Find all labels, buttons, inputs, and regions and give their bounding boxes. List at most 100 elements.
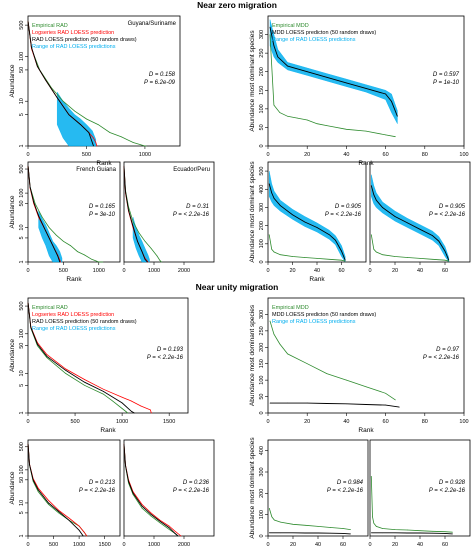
empirical-point — [109, 132, 111, 133]
loess-point — [27, 165, 29, 167]
empirical-point — [269, 320, 271, 322]
loess-point — [452, 533, 453, 535]
loess-point — [346, 403, 347, 405]
empirical-point — [121, 136, 122, 138]
prediction-point — [65, 368, 66, 370]
x-tick-label: 1500 — [163, 419, 175, 425]
empirical-point — [141, 507, 143, 509]
x-tick-label: 0 — [266, 419, 269, 425]
empirical-point — [342, 528, 344, 529]
empirical-point — [98, 261, 100, 263]
stat-d: D = 0.97 — [436, 347, 460, 353]
x-tick-label: 0 — [122, 542, 125, 548]
empirical-point — [74, 110, 76, 112]
prediction-point — [37, 487, 39, 489]
prediction-point — [84, 379, 85, 380]
loess-point — [438, 240, 440, 242]
x-tick-label: 60 — [338, 268, 344, 274]
loess-point — [370, 532, 372, 534]
empirical-point — [150, 515, 152, 517]
y-tick-label: 5 — [19, 236, 25, 239]
range-band-series-3 — [57, 91, 96, 147]
x-tick-label: 1000 — [148, 268, 160, 274]
empirical-point — [317, 526, 319, 527]
empirical-point — [62, 100, 64, 102]
prediction-point — [78, 525, 80, 527]
x-tick-label: 1000 — [116, 419, 128, 425]
x-tick-label: 20 — [392, 268, 398, 274]
y-tick-label: 0 — [259, 411, 265, 414]
x-tick-label: 0 — [26, 152, 29, 158]
x-tick-label: 40 — [417, 542, 423, 548]
panel-p5: 0 20 40 60 0 100 200 300 400 500 Rank Abundance mos… — [249, 161, 367, 283]
range-band-series-2 — [269, 19, 398, 124]
x-tick-label: 40 — [315, 542, 321, 548]
y-axis-label: Abundance most dominant species — [249, 437, 256, 539]
panel-p7: 0 500 1000 1500 1 5 10 50 100 500 Rank Abundance D =… — [9, 297, 189, 434]
x-tick-label: 2000 — [178, 268, 190, 274]
y-axis-label: Abundance most dominant species — [249, 161, 256, 263]
stat-d: D = 0.905 — [439, 204, 466, 210]
range-band-series-2 — [371, 174, 449, 263]
prediction-point — [93, 137, 94, 139]
loess-line-series-2 — [27, 166, 61, 263]
loess-point — [144, 258, 146, 260]
legend-entry-empirical: Empirical MDD — [272, 23, 309, 29]
empirical-line-series-0 — [268, 508, 351, 530]
stat-p: P = < 2.2e-16 — [429, 488, 466, 494]
y-axis-label: Abundance most dominant species — [249, 304, 256, 406]
loess-point — [292, 214, 293, 216]
y-tick-label: 500 — [19, 301, 25, 310]
loess-point — [27, 302, 29, 304]
empirical-point — [382, 528, 383, 529]
empirical-point — [70, 245, 71, 246]
empirical-point — [394, 529, 396, 530]
y-tick-label: 50 — [259, 394, 265, 400]
x-tick-label: 20 — [304, 419, 310, 425]
prediction-point — [141, 504, 143, 505]
empirical-point — [46, 357, 48, 358]
loess-line-series-1 — [269, 532, 351, 535]
x-tick-label: 1000 — [93, 268, 105, 274]
loess-point — [269, 26, 271, 28]
loess-point — [330, 532, 331, 534]
loess-point — [365, 88, 367, 89]
empirical-point — [375, 526, 377, 527]
empirical-point — [55, 234, 57, 236]
empirical-point — [271, 248, 273, 250]
loess-line-series-2 — [123, 444, 179, 537]
empirical-point — [34, 203, 36, 204]
empirical-point — [444, 531, 446, 533]
loess-point — [385, 404, 386, 406]
y-tick-label: 1 — [19, 534, 25, 537]
loess-line-series-2 — [27, 444, 84, 537]
empirical-point — [84, 384, 85, 386]
empirical-point — [292, 523, 294, 525]
empirical-point — [306, 119, 308, 121]
loess-point — [123, 443, 125, 445]
loess-point — [45, 230, 47, 232]
prediction-point — [168, 525, 170, 527]
loess-point — [159, 520, 161, 522]
y-tick-label: 10 — [19, 98, 25, 104]
empirical-point — [279, 112, 281, 113]
loess-point — [342, 533, 344, 534]
loess-point — [123, 165, 125, 167]
loess-point — [29, 186, 31, 188]
panel-p4: 0 1000 2000 D = 0.31 P = < 2.2e-16 Ecuador/Pe… — [122, 161, 215, 274]
y-tick-label: 250 — [259, 49, 265, 58]
empirical-point — [385, 134, 386, 136]
y-axis-label: Abundance — [9, 195, 16, 228]
empirical-point — [268, 234, 270, 236]
empirical-point — [373, 522, 375, 524]
y-tick-label: 100 — [259, 104, 265, 113]
empirical-point — [432, 258, 433, 260]
y-tick-label: 200 — [259, 489, 265, 498]
stat-d: D = 0.213 — [89, 480, 116, 486]
loess-point — [59, 261, 61, 263]
loess-point — [373, 194, 375, 196]
prediction-point — [121, 396, 123, 398]
empirical-point — [346, 379, 347, 381]
y-tick-label: 50 — [19, 67, 25, 73]
